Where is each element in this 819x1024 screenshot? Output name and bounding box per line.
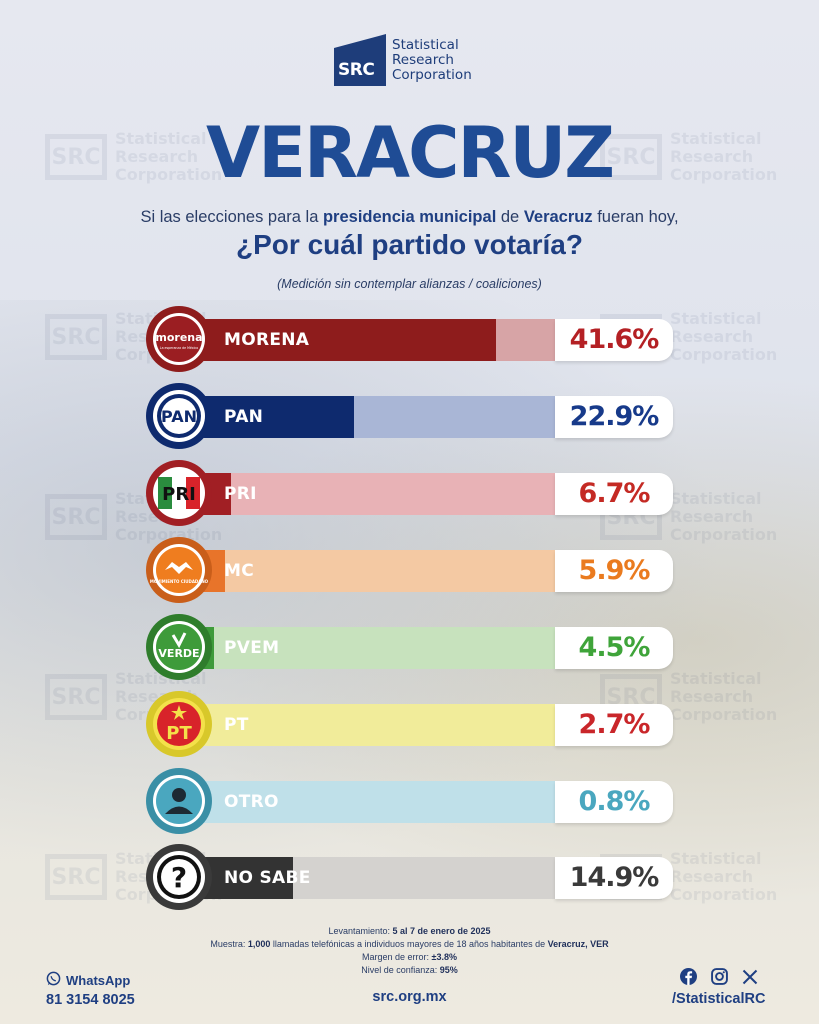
src-logo-text: Statistical Research Corporation [392, 36, 472, 83]
value-label: 41.6% [555, 319, 673, 361]
src-logo: SRC Statistical Research Corporation [334, 34, 472, 86]
social-handle[interactable]: /StatisticalRC [672, 991, 766, 1007]
bar-track [180, 550, 560, 592]
pt-logo-icon: PT [145, 690, 213, 758]
value-label: 14.9% [555, 857, 673, 899]
social-links: /StatisticalRC [672, 968, 766, 1007]
bar-row: MORENA 41.6% morena La esperanza de Méxi… [146, 306, 673, 372]
bar-row: PVEM 4.5% VERDE [146, 614, 673, 680]
value-label: 4.5% [555, 627, 673, 669]
svg-text:morena: morena [155, 331, 202, 344]
value-label: 6.7% [555, 473, 673, 515]
morena-logo-icon: morena La esperanza de México [145, 305, 213, 373]
bar-label: NO SABE [224, 868, 311, 888]
bar-label: OTRO [224, 792, 279, 812]
whatsapp-icon [46, 971, 61, 989]
whatsapp-label: WhatsApp [66, 972, 131, 988]
instagram-icon[interactable] [710, 968, 728, 990]
pan-logo-icon: PAN [145, 382, 213, 450]
bar [180, 319, 496, 361]
bar-label: MC [224, 561, 254, 581]
mc-logo-icon: MOVIMIENTO CIUDADANO [145, 536, 213, 604]
svg-text:PAN: PAN [161, 407, 197, 426]
bar-track [180, 781, 560, 823]
survey-dates: Levantamiento: 5 al 7 de enero de 2025 [328, 926, 491, 936]
svg-text:?: ? [171, 861, 187, 894]
src-logo-mark: SRC [334, 34, 386, 86]
bar-track [180, 704, 560, 746]
svg-text:PT: PT [166, 723, 192, 744]
whatsapp-number: 81 3154 8025 [46, 992, 135, 1008]
bar-label: PAN [224, 407, 264, 427]
pri-logo-icon: PRI [145, 459, 213, 527]
bar-label: PVEM [224, 638, 280, 658]
bar-row: PRI 6.7% PRI [146, 460, 673, 526]
bar-track [180, 627, 560, 669]
bar-row: NO SABE 14.9% ? [146, 844, 673, 910]
pvem-logo-icon: VERDE [145, 613, 213, 681]
question-main: ¿Por cuál partido votaría? [236, 229, 583, 260]
bar-track [180, 473, 560, 515]
survey-sample: Muestra: 1,000 llamadas telefónicas a in… [210, 939, 609, 949]
question-note: (Medición sin contemplar alianzas / coal… [277, 277, 542, 291]
survey-confidence: Nivel de confianza: 95% [361, 965, 458, 975]
page-title: VERACRUZ [206, 112, 615, 194]
value-label: 0.8% [555, 781, 673, 823]
value-label: 2.7% [555, 704, 673, 746]
survey-margin: Margen de error: ±3.8% [362, 952, 457, 962]
svg-text:La esperanza de México: La esperanza de México [160, 346, 198, 350]
question-line: Si las elecciones para la presidencia mu… [140, 208, 679, 226]
value-label: 5.9% [555, 550, 673, 592]
svg-text:VERDE: VERDE [158, 647, 199, 660]
bar-label: PRI [224, 484, 257, 504]
website-link[interactable]: src.org.mx [372, 989, 447, 1005]
facebook-icon[interactable] [679, 968, 697, 990]
bar-row: OTRO 0.8% [146, 768, 673, 834]
value-label: 22.9% [555, 396, 673, 438]
svg-text:MOVIMIENTO CIUDADANO: MOVIMIENTO CIUDADANO [150, 579, 209, 584]
question-mark-icon: ? [145, 843, 213, 911]
bar-row: MC 5.9% MOVIMIENTO CIUDADANO [146, 537, 673, 603]
x-icon[interactable] [742, 969, 758, 990]
bar-row: PAN 22.9% PAN [146, 383, 673, 449]
whatsapp-contact[interactable]: WhatsApp 81 3154 8025 [46, 971, 135, 1008]
bar-label: MORENA [224, 330, 310, 350]
bar-row: PT 2.7% PT [146, 691, 673, 757]
person-icon [145, 767, 213, 835]
svg-text:PRI: PRI [162, 484, 196, 505]
bar-label: PT [224, 715, 249, 735]
background-shade [0, 300, 819, 920]
